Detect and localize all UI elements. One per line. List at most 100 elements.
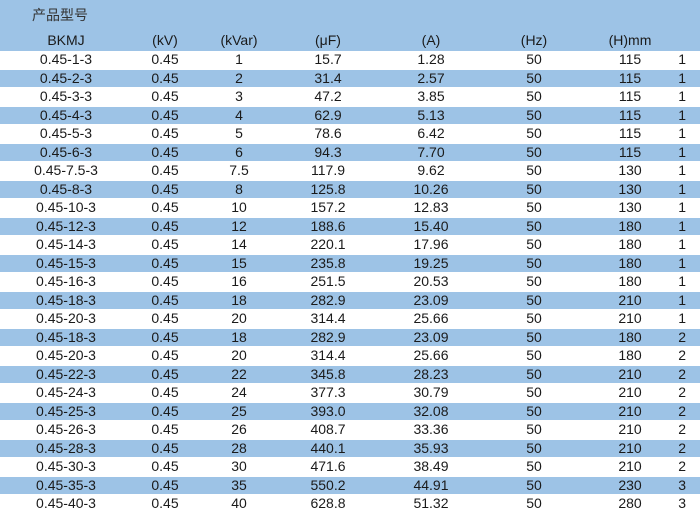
cell-capacitance: 94.3 [314,143,342,160]
cell-height: 280 [618,495,642,511]
cell-capacitance: 282.9 [310,328,346,345]
cell-last: 3 [678,476,686,493]
cell-model: 0.45-5-3 [39,125,93,141]
table-row: 0.45-4-3 0.45 4 62.9 5.13 50 115 1 [0,106,700,125]
cell-frequency: 50 [526,180,542,197]
header-height: (H)mm [608,32,652,48]
cell-model: 0.45-2-3 [39,69,93,86]
cell-voltage: 0.45 [151,69,179,86]
cell-capacitance: 235.8 [310,254,346,271]
cell-voltage: 0.45 [151,143,179,160]
cell-model: 0.45-7.5-3 [34,162,98,178]
cell-last: 1 [678,273,686,289]
cell-current: 25.66 [413,347,449,363]
cell-capacitance: 314.4 [310,347,346,363]
cell-capacitance: 393.0 [310,402,346,419]
cell-voltage: 0.45 [151,291,179,308]
cell-current: 23.09 [413,291,449,308]
header-current: (A) [421,32,441,48]
cell-frequency: 50 [526,458,542,474]
table-title: 产品型号 [32,7,88,23]
cell-voltage: 0.45 [151,51,179,67]
cell-last: 2 [678,458,686,474]
cell-capacitance: 550.2 [310,476,346,493]
cell-frequency: 50 [526,125,542,141]
cell-last: 2 [678,347,686,363]
cell-voltage: 0.45 [151,476,179,493]
cell-frequency: 50 [526,217,542,234]
cell-model: 0.45-24-3 [36,384,96,400]
cell-current: 32.08 [413,402,449,419]
cell-height: 130 [618,180,642,197]
cell-current: 15.40 [413,217,449,234]
table-row: 0.45-10-3 0.45 10 157.2 12.83 50 130 1 [0,198,700,217]
cell-capacitance: 251.5 [310,273,346,289]
table-row: 0.45-12-3 0.45 12 188.6 15.40 50 180 1 [0,217,700,236]
table-title-row: 产品型号 [0,0,700,30]
cell-voltage: 0.45 [151,180,179,197]
cell-capacitance: 157.2 [310,199,346,215]
cell-height: 130 [618,162,642,178]
cell-model: 0.45-4-3 [39,106,93,123]
cell-model: 0.45-35-3 [36,476,96,493]
cell-frequency: 50 [526,236,542,252]
cell-frequency: 50 [526,162,542,178]
cell-current: 6.42 [417,125,445,141]
cell-voltage: 0.45 [151,402,179,419]
cell-voltage: 0.45 [151,199,179,215]
cell-frequency: 50 [526,106,542,123]
cell-voltage: 0.45 [151,439,179,456]
cell-current: 33.36 [413,421,449,437]
cell-capacitance: 31.4 [314,69,342,86]
cell-capacitance: 408.7 [310,421,346,437]
cell-height: 115 [618,106,642,123]
cell-current: 12.83 [413,199,449,215]
cell-voltage: 0.45 [151,347,179,363]
table-row: 0.45-7.5-3 0.45 7.5 117.9 9.62 50 130 1 [0,161,700,180]
cell-current: 19.25 [413,254,449,271]
cell-height: 210 [618,421,642,437]
cell-capacitance: 47.2 [314,88,342,104]
cell-height: 180 [618,217,642,234]
cell-capacity: 5 [235,125,243,141]
cell-capacitance: 125.8 [310,180,346,197]
cell-capacitance: 78.6 [314,125,342,141]
header-capacity: (kVar) [220,32,258,48]
cell-last: 1 [678,88,686,104]
table-row: 0.45-2-3 0.45 2 31.4 2.57 50 115 1 [0,69,700,88]
cell-capacity: 8 [235,180,243,197]
cell-height: 115 [618,51,642,67]
cell-model: 0.45-6-3 [39,143,93,160]
cell-capacitance: 62.9 [314,106,342,123]
cell-capacity: 24 [231,384,247,400]
cell-capacity: 40 [231,495,247,511]
cell-current: 51.32 [413,495,449,511]
cell-voltage: 0.45 [151,254,179,271]
cell-current: 30.79 [413,384,449,400]
cell-frequency: 50 [526,384,542,400]
cell-model: 0.45-16-3 [36,273,96,289]
cell-capacity: 18 [231,328,247,345]
cell-voltage: 0.45 [151,106,179,123]
table-row: 0.45-14-3 0.45 14 220.1 17.96 50 180 1 [0,235,700,254]
cell-height: 210 [618,458,642,474]
cell-capacity: 2 [235,69,243,86]
cell-last: 3 [678,495,686,511]
cell-voltage: 0.45 [151,125,179,141]
cell-frequency: 50 [526,254,542,271]
table-body: 0.45-1-3 0.45 1 15.7 1.28 50 115 1 0.45-2-3 0.45 2… [0,51,700,513]
cell-capacity: 1 [235,51,243,67]
cell-capacitance: 188.6 [310,217,346,234]
cell-capacity: 26 [231,421,247,437]
cell-height: 210 [618,310,642,326]
cell-height: 180 [618,273,642,289]
cell-current: 28.23 [413,365,449,382]
cell-current: 23.09 [413,328,449,345]
table-row: 0.45-16-3 0.45 16 251.5 20.53 50 180 1 [0,272,700,291]
cell-capacity: 30 [231,458,247,474]
table-row: 0.45-26-3 0.45 26 408.7 33.36 50 210 2 [0,420,700,439]
cell-model: 0.45-26-3 [36,421,96,437]
cell-capacity: 20 [231,347,247,363]
cell-capacity: 10 [231,199,247,215]
